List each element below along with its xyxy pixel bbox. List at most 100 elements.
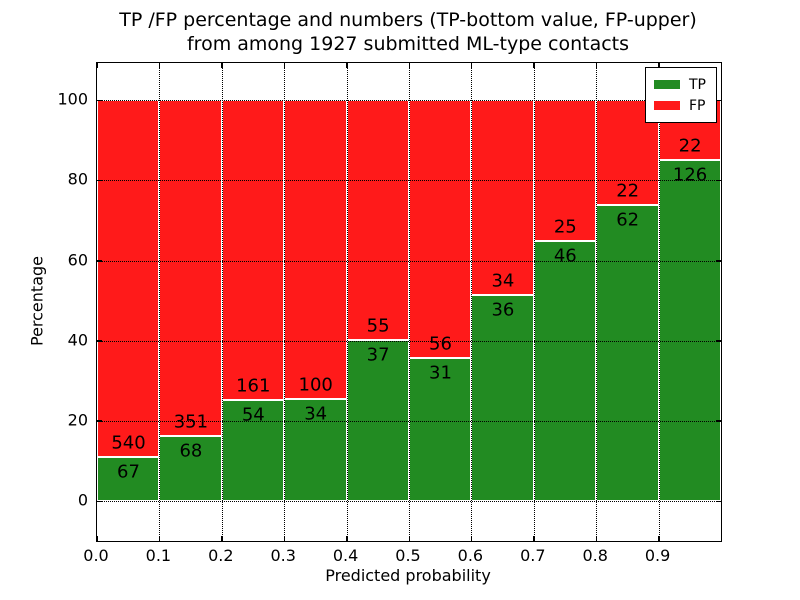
tp-count-label: 54 bbox=[241, 404, 265, 426]
bar-segment-fp bbox=[97, 100, 160, 457]
tp-count-label: 68 bbox=[179, 440, 203, 462]
bar-segment-tp bbox=[159, 435, 222, 501]
tp-color-swatch bbox=[654, 80, 680, 89]
y-tick-label: 80 bbox=[67, 169, 88, 189]
y-tick-mark bbox=[97, 340, 102, 342]
x-tick-mark bbox=[595, 63, 598, 68]
fp-count-label: 22 bbox=[616, 180, 640, 202]
x-tick-label: 0.3 bbox=[270, 546, 296, 565]
x-gridline bbox=[533, 63, 535, 541]
legend-item-fp: FP bbox=[654, 95, 706, 116]
x-tick-label: 0.4 bbox=[332, 546, 359, 565]
x-tick-label: 0.1 bbox=[145, 546, 172, 565]
chart-title-line2: from among 1927 submitted ML-type contac… bbox=[186, 33, 630, 55]
y-tick-mark bbox=[716, 340, 721, 342]
y-tick-mark bbox=[97, 500, 102, 502]
y-tick-label: 0 bbox=[77, 490, 88, 510]
y-tick-mark bbox=[716, 420, 721, 422]
x-tick-mark bbox=[658, 536, 660, 541]
tp-count-label: 46 bbox=[553, 245, 577, 267]
bar-segment-tp bbox=[533, 241, 597, 501]
x-tick-mark bbox=[158, 63, 161, 68]
bar-segment-tp bbox=[284, 399, 347, 501]
x-tick-mark bbox=[408, 63, 410, 68]
x-tick-mark bbox=[533, 63, 535, 68]
bar-segment-tp bbox=[409, 358, 472, 501]
bar-segment-fp bbox=[471, 100, 534, 295]
tp-count-label: 31 bbox=[429, 362, 452, 384]
y-tick-label: 100 bbox=[57, 89, 88, 109]
x-tick-mark bbox=[96, 536, 98, 541]
fp-count-label: 34 bbox=[491, 270, 515, 292]
x-tick-mark bbox=[346, 63, 348, 68]
legend-label-tp: TP bbox=[689, 76, 706, 93]
y-tick-mark bbox=[716, 260, 721, 262]
y-tick-mark bbox=[97, 99, 102, 102]
tp-count-label: 36 bbox=[491, 299, 515, 321]
tp-count-label: 34 bbox=[304, 403, 328, 425]
tp-count-label: 37 bbox=[366, 344, 390, 366]
x-gridline bbox=[471, 63, 473, 541]
x-tick-mark bbox=[533, 536, 535, 541]
x-tick-mark bbox=[221, 536, 223, 541]
x-tick-label: 0.8 bbox=[582, 546, 608, 565]
tp-count-label: 62 bbox=[616, 209, 640, 231]
bar-segment-fp bbox=[221, 100, 285, 401]
y-tick-label: 60 bbox=[67, 250, 88, 270]
legend: TP FP bbox=[645, 67, 717, 123]
x-tick-mark bbox=[158, 536, 161, 541]
legend-item-tp: TP bbox=[654, 74, 706, 95]
x-gridline bbox=[346, 63, 348, 541]
x-gridline bbox=[284, 63, 286, 541]
fp-count-label: 351 bbox=[173, 411, 209, 433]
bar-segment-tp bbox=[97, 456, 160, 501]
bar-segment-fp bbox=[159, 100, 222, 436]
x-gridline bbox=[221, 63, 223, 541]
fp-count-label: 540 bbox=[111, 432, 146, 454]
x-tick-label: 0.5 bbox=[395, 546, 421, 565]
x-tick-label: 0.6 bbox=[457, 546, 484, 565]
y-tick-mark bbox=[716, 99, 721, 102]
y-tick-mark bbox=[97, 179, 102, 182]
x-gridline bbox=[409, 63, 410, 541]
x-tick-mark bbox=[96, 63, 98, 68]
x-tick-mark bbox=[595, 536, 598, 541]
fp-count-label: 161 bbox=[236, 375, 271, 397]
fp-count-label: 56 bbox=[429, 333, 452, 355]
fp-count-label: 100 bbox=[298, 374, 333, 396]
x-tick-mark bbox=[658, 63, 660, 68]
fp-count-label: 55 bbox=[366, 315, 390, 337]
y-tick-mark bbox=[716, 500, 721, 502]
tp-count-label: 126 bbox=[672, 164, 708, 186]
y-tick-mark bbox=[97, 260, 102, 262]
fp-count-label: 22 bbox=[678, 135, 702, 157]
y-tick-mark bbox=[716, 179, 721, 182]
legend-label-fp: FP bbox=[689, 97, 706, 114]
x-gridline bbox=[159, 63, 161, 541]
bar-segment-fp bbox=[409, 100, 472, 359]
bar-segment-tp bbox=[658, 159, 721, 501]
x-tick-mark bbox=[283, 536, 286, 541]
bar-segment-tp bbox=[471, 294, 534, 501]
x-tick-label: 0.0 bbox=[83, 546, 109, 565]
x-tick-label: 0.2 bbox=[208, 546, 234, 565]
chart-title-line1: TP /FP percentage and numbers (TP-bottom… bbox=[119, 9, 697, 31]
y-tick-mark bbox=[97, 420, 102, 422]
x-tick-mark bbox=[346, 536, 348, 541]
x-gridline bbox=[658, 63, 660, 541]
x-tick-mark bbox=[470, 536, 473, 541]
x-tick-mark bbox=[470, 63, 473, 68]
x-axis-label: Predicted probability bbox=[325, 566, 491, 585]
fp-count-label: 25 bbox=[553, 216, 577, 238]
tp-count-label: 67 bbox=[117, 461, 140, 483]
bar-segment-fp bbox=[346, 100, 409, 340]
y-tick-label: 20 bbox=[67, 410, 88, 430]
x-tick-label: 0.7 bbox=[520, 546, 546, 565]
bar-segment-tp bbox=[596, 205, 659, 501]
plot-area: TP FP 540 67 351 68 161 54 100 34 55 37 56 31 34 36 25… bbox=[96, 62, 722, 542]
x-tick-mark bbox=[283, 63, 286, 68]
x-gridline bbox=[596, 63, 598, 541]
x-tick-mark bbox=[221, 63, 223, 68]
bar-segment-fp bbox=[284, 100, 347, 400]
